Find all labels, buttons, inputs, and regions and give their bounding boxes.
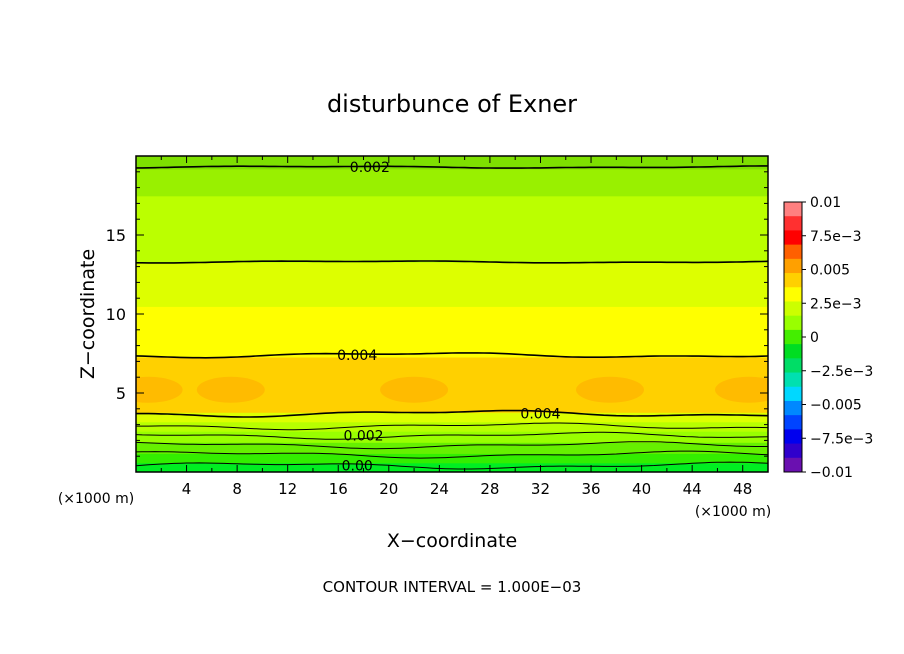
x-tick-label-24: 24 [430, 480, 449, 498]
contour-labels: 0.002 0.004 0.004 0.002 0.00 [337, 160, 560, 475]
colorbar-label-4: 0 [810, 330, 819, 346]
colorbar-segment-9 [784, 329, 802, 345]
colorbar-segment-5 [784, 273, 802, 288]
maximum-region-2 [576, 376, 644, 403]
colorbar-label-8: −0.01 [810, 465, 853, 481]
contour-line-4 [136, 422, 768, 431]
y-axis-label: Z−coordinate [77, 249, 99, 379]
contour-line-3 [136, 431, 768, 440]
colorbar-label-6: −0.005 [810, 398, 862, 414]
colorbar-label-3: 2.5e−3 [810, 296, 862, 312]
colorbar-segment-4 [784, 258, 802, 274]
maximum-region-3 [136, 376, 183, 403]
colorbar-segment-10 [784, 344, 802, 359]
x-tick-label-48: 48 [733, 480, 752, 498]
contour-label-4: 0.00 [342, 459, 373, 475]
colorbar-segment-6 [784, 287, 802, 302]
x-tick-label-28: 28 [480, 480, 499, 498]
colorbar-label-2: 0.005 [810, 263, 850, 279]
x-unit-label-right: (×1000 m) [695, 504, 771, 520]
x-tick-label-16: 16 [329, 480, 348, 498]
maxima-regions [136, 376, 768, 403]
colorbar-segment-2 [784, 230, 802, 246]
y-tick-label-10: 10 [106, 305, 126, 324]
maximum-region-1 [380, 376, 449, 403]
x-tick-label-44: 44 [683, 480, 702, 498]
band-10 [136, 168, 768, 197]
x-tick-label-8: 8 [232, 480, 242, 498]
colorbar-segment-17 [784, 443, 802, 459]
colorbar-segment-16 [784, 429, 802, 445]
x-tick-labels: 4 8 12 16 20 24 28 32 36 40 44 48 [182, 480, 752, 498]
band-3 [136, 430, 768, 443]
colorbar-segment-1 [784, 216, 802, 231]
x-tick-label-36: 36 [581, 480, 600, 498]
band-2 [136, 442, 768, 454]
x-tick-label-40: 40 [632, 480, 651, 498]
x-axis-label: X−coordinate [387, 530, 517, 552]
colorbar-labels: 0.01 7.5e−3 0.005 2.5e−3 0 −2.5e−3 −0.005 −7.5e… [802, 195, 873, 481]
maximum-region-0 [196, 376, 265, 403]
band-4 [136, 421, 768, 432]
colorbar-segment-8 [784, 315, 802, 331]
band-8 [136, 261, 768, 307]
y-tick-label-5: 5 [116, 384, 126, 403]
y-tick-label-15: 15 [106, 226, 126, 245]
colorbar-segment-14 [784, 400, 802, 416]
colorbar [783, 201, 803, 473]
colorbar-segment-15 [784, 415, 802, 430]
band-5 [136, 412, 768, 423]
colorbar-segment-7 [784, 301, 802, 317]
colorbar-segment-13 [784, 386, 802, 402]
contour-line-1 [136, 450, 768, 459]
contour-label-0: 0.002 [350, 160, 390, 176]
contour-line-6 [136, 352, 768, 359]
colorbar-label-1: 7.5e−3 [810, 229, 862, 245]
contour-line-8 [136, 165, 768, 169]
contour-line-5 [136, 409, 768, 418]
contour-label-3: 0.002 [343, 429, 383, 445]
colorbar-segment-12 [784, 372, 802, 388]
contour-label-2: 0.004 [520, 407, 560, 423]
y-tick-labels: 5 10 15 [106, 226, 126, 403]
x-tick-label-32: 32 [531, 480, 550, 498]
band-7 [136, 306, 768, 358]
contour-lines [136, 165, 768, 470]
band-9 [136, 195, 768, 263]
contour-line-2 [136, 441, 768, 450]
colorbar-segment-3 [784, 244, 802, 260]
colorbar-segment-11 [784, 358, 802, 374]
maximum-region-4 [715, 376, 768, 403]
contour-label-1: 0.004 [337, 348, 377, 364]
colorbar-label-5: −2.5e−3 [810, 364, 873, 380]
x-tick-label-20: 20 [379, 480, 398, 498]
x-tick-label-4: 4 [182, 480, 192, 498]
x-tick-label-12: 12 [278, 480, 297, 498]
colorbar-label-0: 0.01 [810, 195, 841, 211]
contour-line-0 [136, 461, 768, 470]
contour-line-7 [136, 260, 768, 264]
band-1 [136, 453, 768, 464]
axis-ticks [136, 156, 769, 472]
band-0 [136, 462, 768, 472]
colorbar-segment-18 [784, 457, 802, 473]
x-unit-label-left: (×1000 m) [58, 491, 134, 507]
colorbar-segment-0 [784, 202, 802, 217]
colorbar-label-7: −7.5e−3 [810, 431, 873, 447]
filled-bands [136, 156, 768, 472]
chart-title: disturbunce of Exner [327, 90, 577, 118]
contour-interval-note: CONTOUR INTERVAL = 1.000E−03 [323, 578, 582, 596]
